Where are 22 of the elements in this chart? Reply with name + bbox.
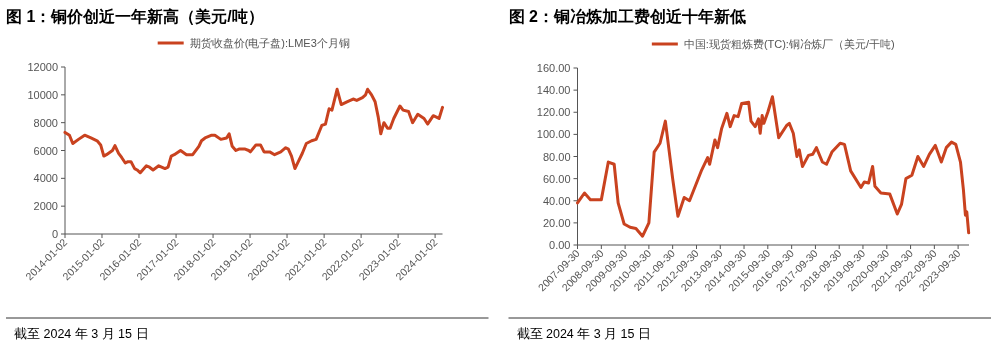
y-tick-label: 100.00 xyxy=(536,128,571,141)
legend-label: 期货收盘价(电子盘):LME3个月铜 xyxy=(189,37,350,49)
chart-title: 图 2：铜冶炼加工费创近十年新低 xyxy=(508,8,746,25)
text: 截至 2024 年 3 月 15 日 xyxy=(14,327,149,341)
y-tick-label: 160.00 xyxy=(536,62,571,74)
y-tick-label: 40.00 xyxy=(542,194,571,207)
y-tick-label: 20.00 xyxy=(542,216,571,229)
y-tick-label: 8000 xyxy=(33,116,58,129)
y-tick-label: 2000 xyxy=(33,200,58,213)
y-tick-label: 0 xyxy=(51,228,58,240)
y-tick-label: 6000 xyxy=(33,144,58,157)
legend-label: 中国:现货粗炼费(TC):铜冶炼厂（美元/干吨) xyxy=(683,38,895,50)
y-tick-label: 0.00 xyxy=(549,239,571,251)
y-tick-label: 140.00 xyxy=(536,84,571,97)
text: 截至 2024 年 3 月 15 日 xyxy=(516,327,652,341)
y-tick-label: 80.00 xyxy=(542,150,571,163)
y-tick-label: 60.00 xyxy=(542,172,571,185)
chart-title: 图 1：铜价创近一年新高（美元/吨） xyxy=(6,7,264,26)
y-tick-label: 12000 xyxy=(27,61,58,73)
y-tick-label: 120.00 xyxy=(536,106,571,119)
y-tick-label: 4000 xyxy=(33,172,58,185)
y-tick-label: 10000 xyxy=(27,88,58,101)
